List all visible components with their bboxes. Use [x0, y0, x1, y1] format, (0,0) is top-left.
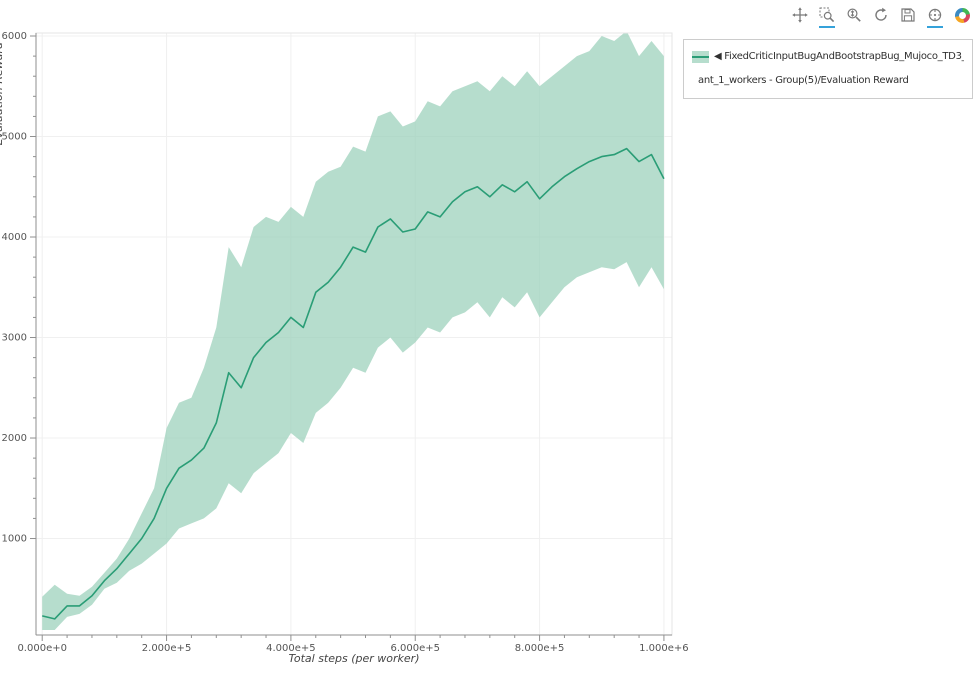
save-icon[interactable]: [899, 6, 917, 24]
bokeh-toolbar: [791, 6, 971, 28]
svg-text:1.000e+6: 1.000e+6: [639, 643, 689, 654]
legend-label-line1: ◀ FixedCriticInputBugAndBootstrapBug_Muj…: [714, 51, 964, 62]
svg-text:0.000e+0: 0.000e+0: [17, 643, 67, 654]
reset-icon[interactable]: [872, 6, 890, 24]
svg-text:4000: 4000: [2, 232, 27, 243]
svg-text:2.000e+5: 2.000e+5: [142, 643, 192, 654]
svg-text:5000: 5000: [2, 132, 27, 143]
legend-swatch-line: [692, 55, 709, 58]
legend-label-line2: ant_1_workers - Group(5)/Evaluation Rewa…: [698, 75, 909, 86]
svg-text:3000: 3000: [2, 333, 27, 344]
box-zoom-icon[interactable]: [818, 6, 836, 28]
x-axis-label: Total steps (per worker): [288, 652, 420, 665]
svg-text:6000: 6000: [2, 31, 27, 42]
bokeh-logo-icon[interactable]: [953, 6, 971, 24]
legend[interactable]: ◀ FixedCriticInputBugAndBootstrapBug_Muj…: [683, 39, 973, 99]
pan-icon[interactable]: [791, 6, 809, 24]
y-axis-label: Evaluation Reward: [0, 42, 5, 146]
svg-text:8.000e+5: 8.000e+5: [515, 643, 565, 654]
svg-text:2000: 2000: [2, 433, 27, 444]
svg-text:4.000e+5: 4.000e+5: [266, 643, 316, 654]
wheel-zoom-icon[interactable]: [845, 6, 863, 24]
plot-area[interactable]: 0.000e+0 2.000e+5 4.000e+5 6.000e+5 8.000e+5…: [0, 0, 690, 678]
svg-text:6.000e+5: 6.000e+5: [390, 643, 440, 654]
legend-swatch: [692, 50, 709, 63]
hover-icon[interactable]: [926, 6, 944, 28]
svg-text:1000: 1000: [2, 534, 27, 545]
